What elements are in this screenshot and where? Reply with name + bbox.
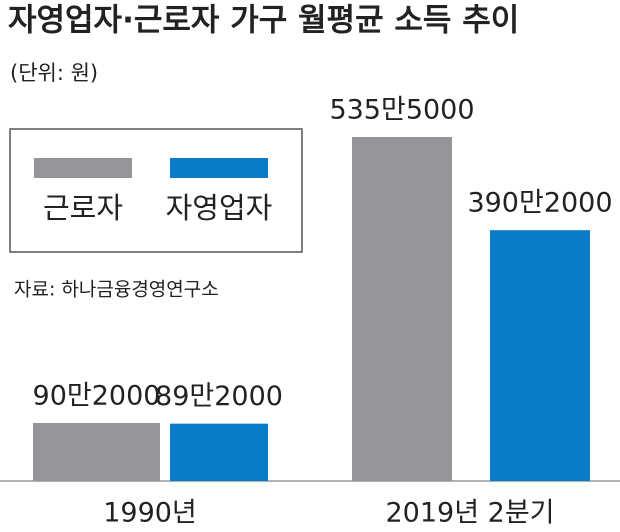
bar — [490, 230, 590, 481]
legend-label: 근로자 — [43, 191, 123, 225]
value-label: 535만5000 — [329, 95, 474, 126]
chart-title: 자영업자·근로자 가구 월평균 소득 추이 — [8, 3, 519, 39]
source: 자료: 하나금융경영연구소 — [14, 279, 219, 301]
value-label: 90만2000 — [33, 381, 161, 412]
x-tick-label: 2019년 2분기 — [386, 498, 555, 529]
legend-swatch — [170, 158, 268, 178]
bar — [33, 423, 160, 481]
legend-box — [9, 128, 303, 253]
value-label: 390만2000 — [467, 188, 612, 219]
bar — [170, 423, 268, 481]
legend-label: 자영업자 — [166, 191, 273, 225]
value-label: 89만2000 — [155, 381, 283, 412]
x-tick-label: 1990년 — [103, 498, 197, 529]
legend-swatch — [34, 158, 132, 178]
bar — [352, 137, 452, 481]
chart-subtitle: (단위: 원) — [10, 61, 98, 85]
